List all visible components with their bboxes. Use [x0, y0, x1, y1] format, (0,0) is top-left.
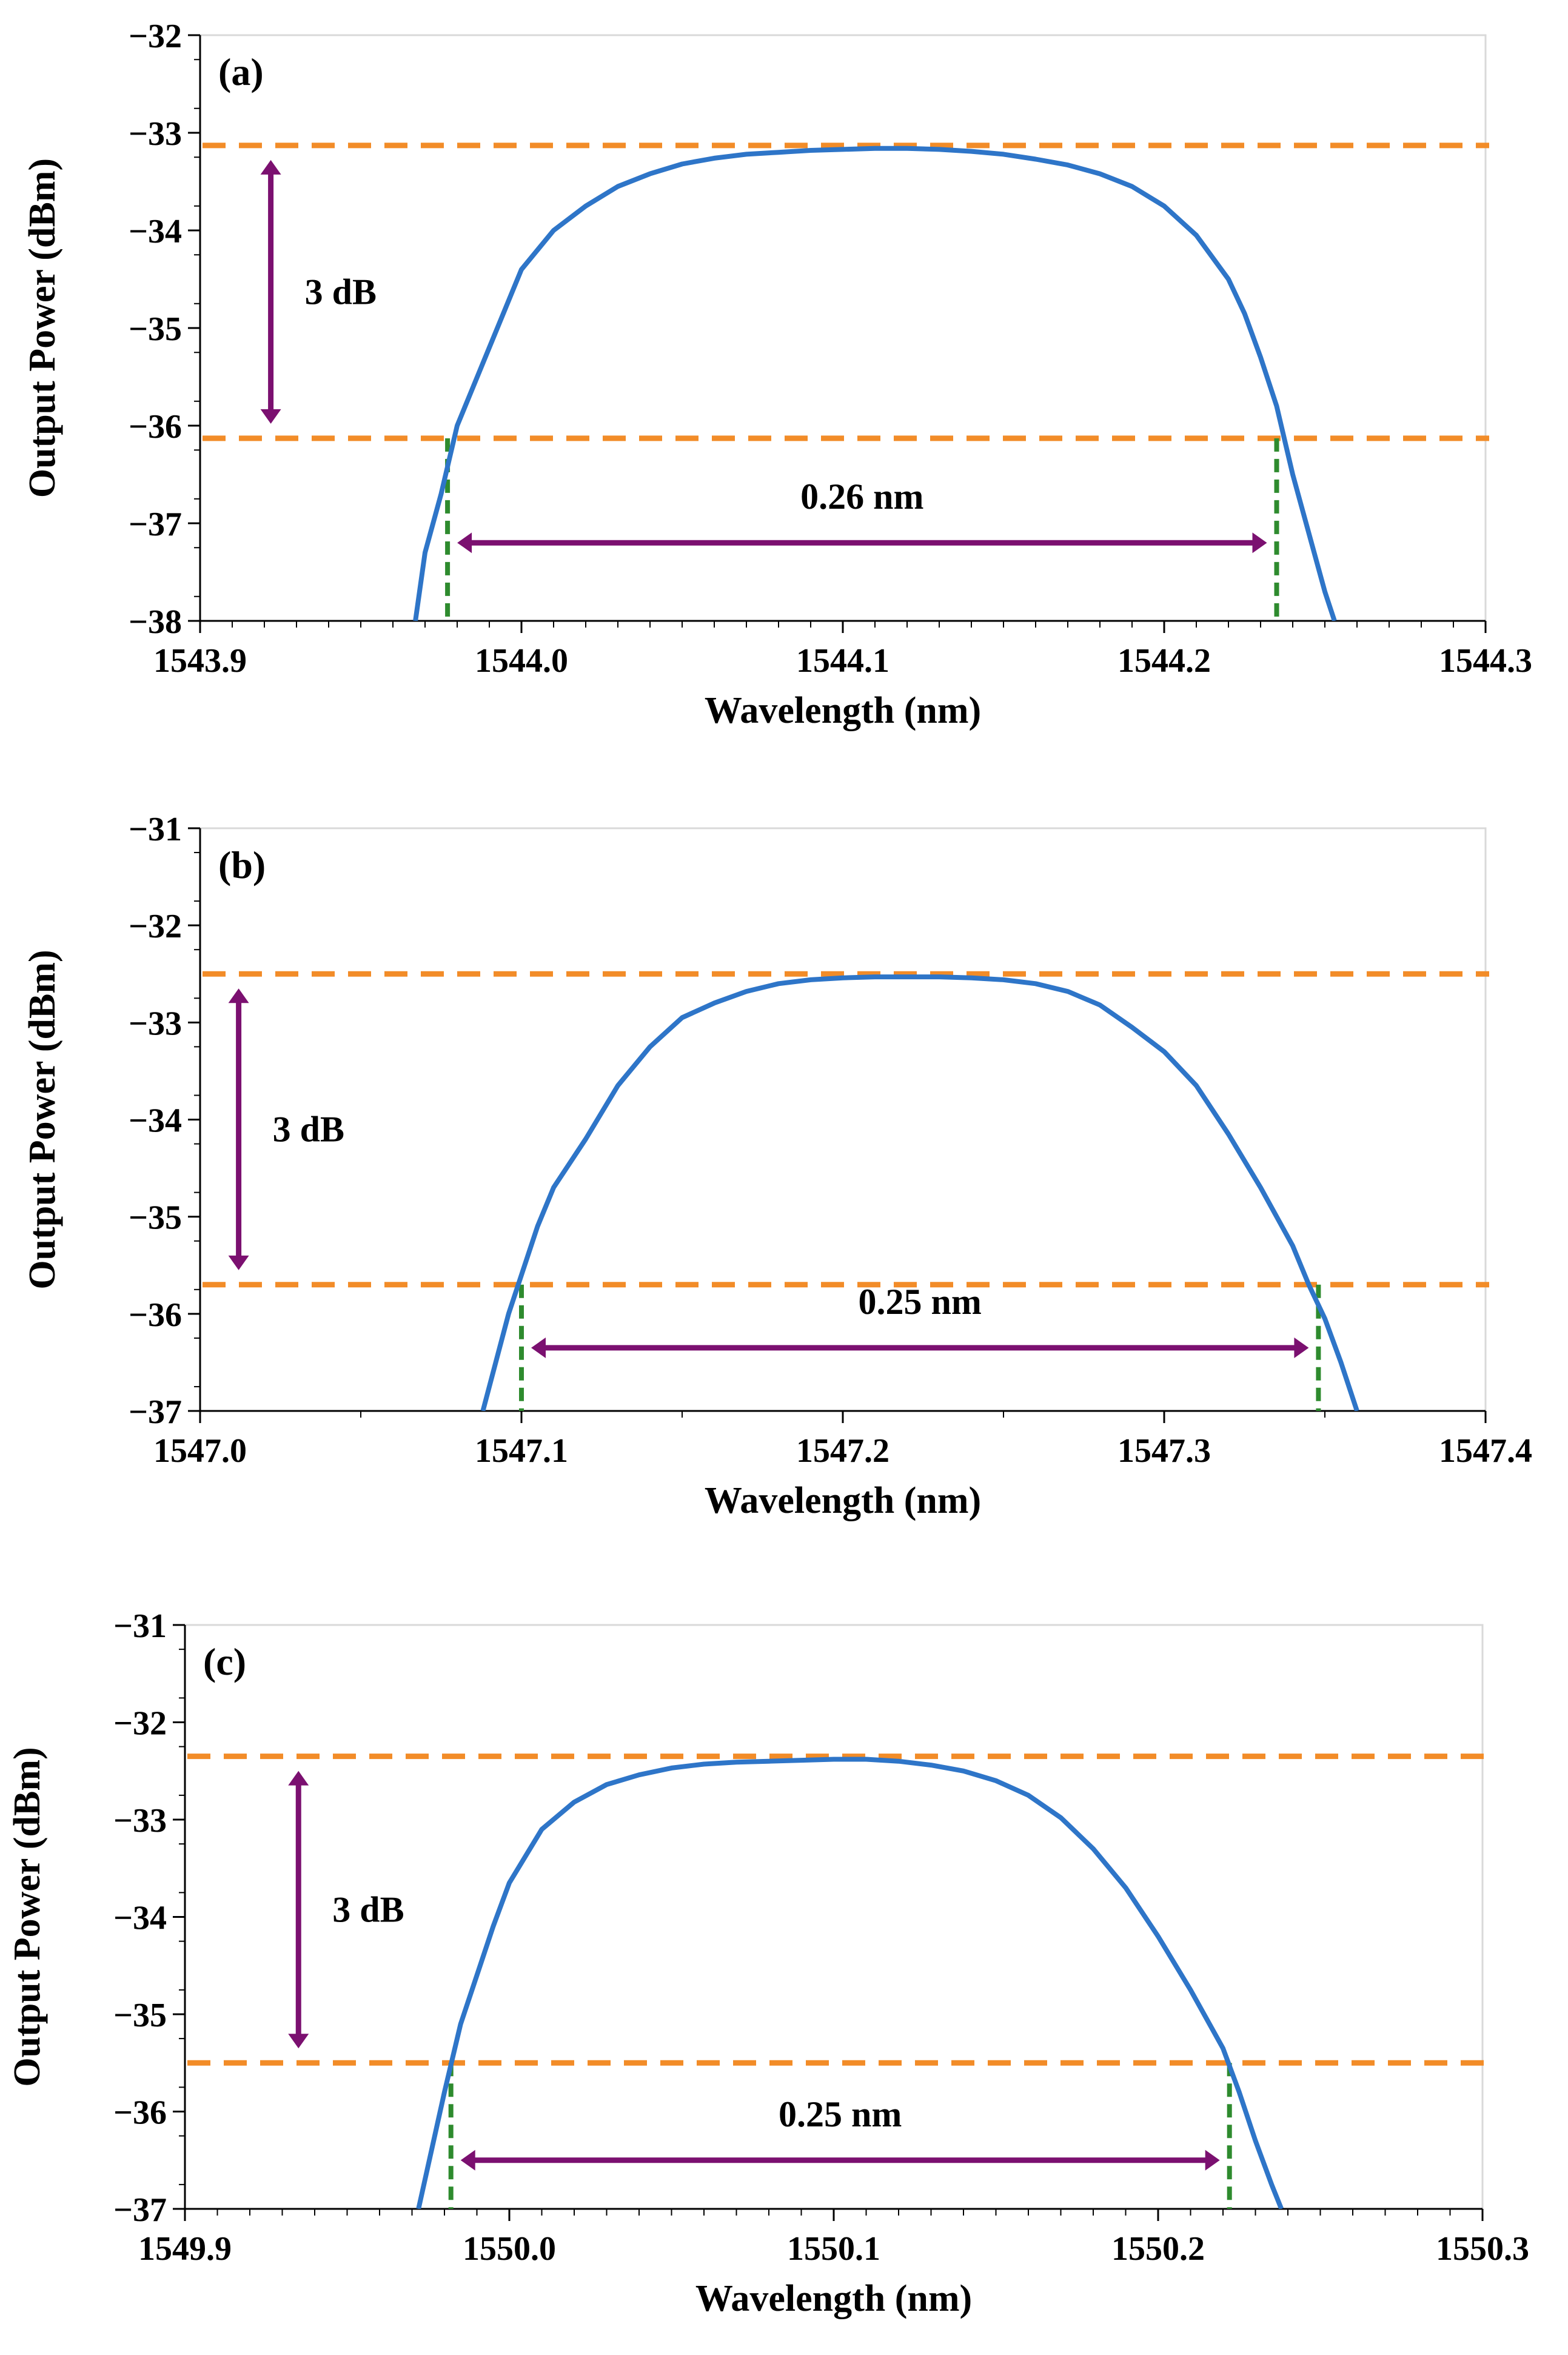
bw-arrow-head-right — [1205, 2149, 1220, 2171]
y-tick-label: −32 — [129, 18, 182, 55]
y-tick-label: −32 — [129, 908, 182, 945]
bw-arrow-head-left — [460, 2149, 475, 2171]
db-arrow-head-top — [288, 1770, 309, 1786]
y-tick-label: −33 — [113, 1802, 167, 1840]
x-tick-label: 1547.0 — [153, 1432, 247, 1470]
y-tick-label: −35 — [129, 1199, 182, 1237]
plot-area — [199, 34, 1487, 622]
y-tick-label: −34 — [113, 1900, 167, 1937]
db-arrow-head-bottom — [228, 1255, 249, 1270]
y-tick-label: −38 — [129, 603, 182, 641]
spectrum-curve — [413, 146, 1337, 621]
spectrum-curve — [416, 1757, 1284, 2209]
x-tick-label: 1549.9 — [138, 2230, 232, 2268]
panel-label: (a) — [218, 50, 264, 93]
x-tick-label: 1547.3 — [1117, 1432, 1211, 1470]
bw-arrow-head-left — [457, 532, 472, 554]
db-label: 3 dB — [273, 1110, 344, 1150]
y-tick-label: −32 — [113, 1705, 167, 1743]
x-tick-label: 1544.1 — [796, 642, 890, 680]
y-tick-label: −33 — [129, 1005, 182, 1042]
plot-area — [199, 827, 1487, 1412]
x-tick-label: 1550.2 — [1111, 2230, 1205, 2268]
y-tick-label: −37 — [129, 506, 182, 543]
y-tick-label: −34 — [129, 213, 182, 250]
bw-arrow-head-left — [531, 1337, 546, 1358]
y-tick-label: −36 — [129, 1296, 182, 1334]
x-tick-label: 1547.1 — [475, 1432, 568, 1470]
x-tick-label: 1547.4 — [1439, 1432, 1532, 1470]
db-arrow-head-bottom — [288, 2034, 309, 2049]
spectrum-curve — [480, 974, 1359, 1411]
x-tick-label: 1550.1 — [787, 2230, 880, 2268]
chart-panel-b: −37 −36 −35 −34 −33 −32 −31 1547.0 1547.1 1547.2 1… — [22, 811, 1532, 1521]
x-tick-label: 1544.3 — [1439, 642, 1532, 680]
y-tick-label: −36 — [113, 2094, 167, 2132]
bandwidth-label: 0.25 nm — [859, 1282, 982, 1322]
bandwidth-label: 0.26 nm — [800, 477, 923, 517]
y-tick-label: −37 — [129, 1393, 182, 1431]
bandwidth-label: 0.25 nm — [779, 2094, 902, 2134]
db-label: 3 dB — [332, 1889, 404, 1929]
panel-label: (c) — [203, 1640, 246, 1683]
x-tick-label: 1543.9 — [153, 642, 247, 680]
x-tick-label: 1544.2 — [1117, 642, 1211, 680]
chart-panel-a: −38 −37 −36 −35 −34 −33 −32 1543.9 1544.0 1544.1 1… — [22, 18, 1532, 731]
x-axis-title: Wavelength (nm) — [705, 690, 981, 731]
db-arrow-head-bottom — [260, 409, 281, 424]
y-axis-title: Output Power (dBm) — [22, 950, 63, 1289]
y-tick-label: −33 — [129, 115, 182, 153]
db-arrow-head-top — [228, 988, 249, 1003]
x-tick-label: 1544.0 — [475, 642, 568, 680]
y-tick-label: −36 — [129, 408, 182, 446]
y-tick-label: −35 — [113, 1997, 167, 2034]
x-tick-label: 1550.3 — [1436, 2230, 1529, 2268]
panel-label: (b) — [218, 843, 266, 886]
y-tick-label: −31 — [113, 1607, 167, 1645]
y-tick-label: −34 — [129, 1102, 182, 1140]
x-axis-title: Wavelength (nm) — [705, 1480, 981, 1521]
y-tick-label: −35 — [129, 310, 182, 348]
x-tick-label: 1547.2 — [796, 1432, 890, 1470]
db-arrow-head-top — [260, 159, 281, 175]
y-axis-title: Output Power (dBm) — [7, 1747, 48, 2086]
db-label: 3 dB — [305, 272, 377, 312]
bw-arrow-head-right — [1294, 1337, 1309, 1358]
y-tick-label: −31 — [129, 811, 182, 848]
bw-arrow-head-right — [1252, 532, 1267, 554]
x-axis-title: Wavelength (nm) — [695, 2278, 972, 2319]
y-tick-label: −37 — [113, 2191, 167, 2229]
x-tick-label: 1550.0 — [463, 2230, 556, 2268]
y-axis-title: Output Power (dBm) — [22, 158, 63, 498]
chart-panel-c: −37 −36 −35 −34 −33 −32 −31 1549.9 1550.0 1550.1 1… — [7, 1607, 1529, 2319]
